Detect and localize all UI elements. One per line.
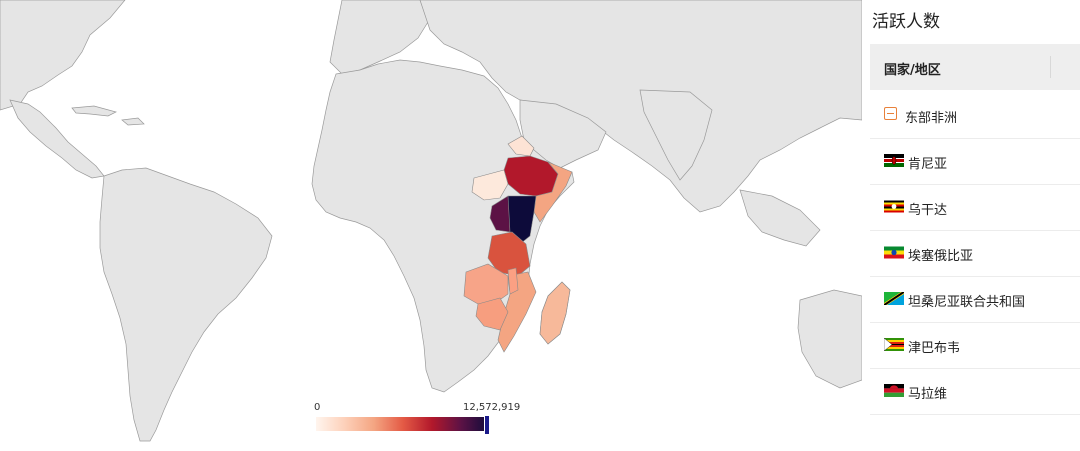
- zambia: [463, 263, 509, 305]
- color-scale-legend: 0 12,572,919: [314, 402, 520, 436]
- zimbabwe: [475, 297, 509, 331]
- mozambique: [497, 271, 537, 353]
- malawi-flag-icon: [884, 384, 904, 397]
- group-row-east-africa[interactable]: 东部非洲: [870, 92, 1080, 139]
- legend-max-label: 12,572,919: [463, 402, 521, 413]
- asia: [419, 0, 862, 213]
- list-item[interactable]: 马拉维: [870, 368, 1080, 415]
- southeast-asia: [739, 189, 821, 247]
- color-gradient-bar: [316, 417, 490, 431]
- column-divider: [1050, 56, 1051, 78]
- legend-range-handle[interactable]: [484, 415, 490, 435]
- kenya-flag-icon: [884, 154, 904, 167]
- south-sudan: [471, 169, 509, 201]
- uganda: [489, 195, 511, 233]
- cuba: [71, 105, 117, 117]
- hispaniola: [121, 117, 145, 126]
- malawi: [507, 267, 519, 295]
- australia: [797, 289, 862, 389]
- list-item[interactable]: 乌干达: [870, 184, 1080, 231]
- country-name: 乌干达: [908, 203, 948, 218]
- eritrea: [507, 135, 535, 157]
- country-name: 坦桑尼亚联合共和国: [908, 295, 1026, 310]
- east-africa-countries: [463, 135, 573, 353]
- panel-title: 活跃人数: [872, 12, 940, 32]
- country-name: 津巴布韦: [908, 341, 961, 356]
- uganda-flag-icon: [884, 200, 904, 213]
- column-header-country[interactable]: 国家/地区: [884, 63, 941, 78]
- group-label: 东部非洲: [905, 111, 958, 126]
- collapse-icon[interactable]: [884, 107, 897, 120]
- list-item[interactable]: 坦桑尼亚联合共和国: [870, 276, 1080, 323]
- country-panel: 活跃人数 国家/地区 东部非洲 肯尼亚 乌干达 埃塞俄比亚: [870, 0, 1080, 451]
- madagascar: [539, 281, 571, 345]
- list-item[interactable]: 肯尼亚: [870, 138, 1080, 185]
- india: [639, 89, 713, 181]
- country-name: 埃塞俄比亚: [908, 249, 974, 264]
- ethiopia-flag-icon: [884, 246, 904, 259]
- south-america: [99, 167, 273, 442]
- somalia: [533, 161, 573, 223]
- country-name: 马拉维: [908, 387, 948, 402]
- list-item[interactable]: 津巴布韦: [870, 322, 1080, 369]
- legend-min-label: 0: [314, 402, 321, 413]
- country-name: 肯尼亚: [908, 157, 948, 172]
- tanzania-flag-icon: [884, 292, 904, 305]
- zimbabwe-flag-icon: [884, 338, 904, 351]
- table-header: 国家/地区: [870, 44, 1080, 90]
- list-item[interactable]: 埃塞俄比亚: [870, 230, 1080, 277]
- choropleth-map[interactable]: [0, 0, 862, 451]
- tanzania: [487, 231, 531, 277]
